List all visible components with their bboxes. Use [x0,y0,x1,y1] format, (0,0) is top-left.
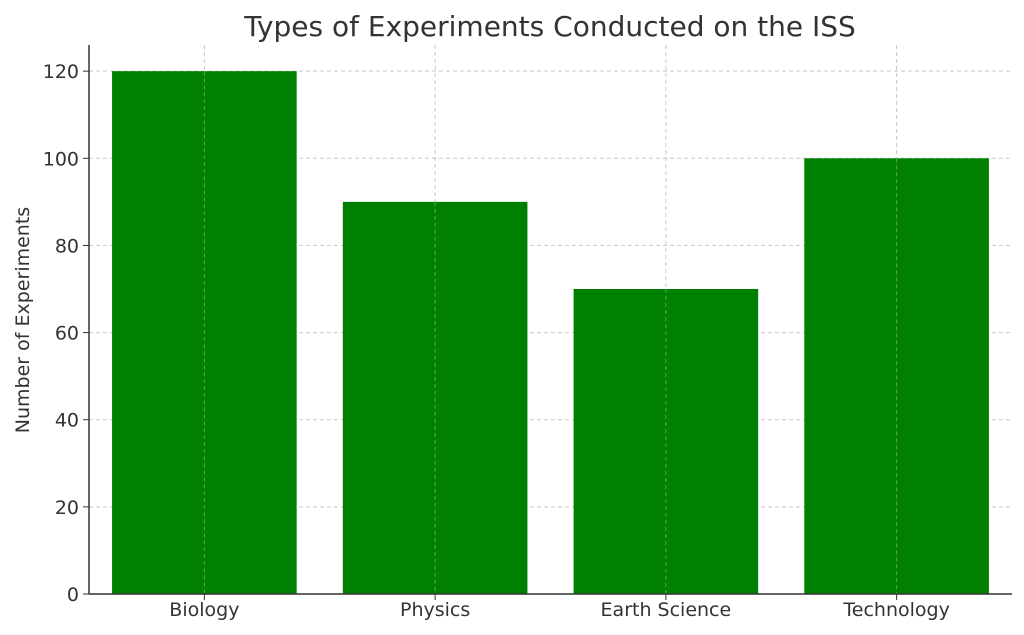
y-axis-label: Number of Experiments [12,207,34,433]
bar-physics [342,201,528,594]
x-tick-label: Biology [169,599,239,621]
y-tick-label: 0 [67,584,79,606]
bar-biology [112,71,297,594]
bars [112,71,989,595]
bar-technology [804,158,989,595]
y-tick-labels: 0 20 40 60 80 100 120 [43,61,79,606]
x-tick-label: Technology [842,599,949,621]
y-tick-label: 20 [55,497,79,519]
x-tick-label: Earth Science [601,599,732,621]
y-tick-label: 60 [55,323,79,345]
x-tick-label: Physics [400,599,470,621]
y-tick-label: 80 [55,235,79,257]
y-tick-label: 120 [43,61,79,83]
x-tick-labels: Biology Physics Earth Science Technology [169,599,950,621]
chart-title: Types of Experiments Conducted on the IS… [243,10,856,43]
y-tick-label: 100 [43,148,79,170]
bar-earth-science [573,289,759,594]
axes [83,45,1012,600]
y-tick-label: 40 [55,410,79,432]
